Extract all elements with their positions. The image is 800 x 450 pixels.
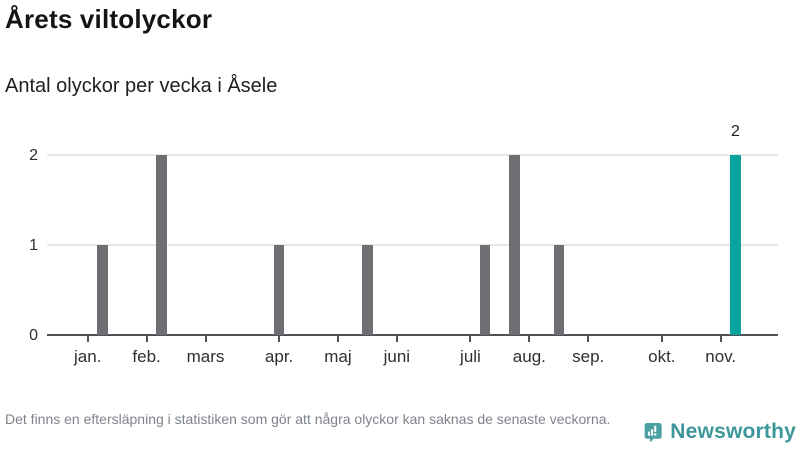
bar-week-15 [273, 245, 285, 335]
x-axis-tick [719, 336, 722, 342]
bar-current-week [730, 155, 741, 335]
x-axis-tick [86, 336, 89, 342]
bar-week-3 [97, 245, 108, 335]
brand-name: Newsworthy [670, 420, 796, 443]
gridline-y1 [47, 244, 778, 246]
bar-week-31 [509, 155, 520, 335]
x-axis-label-feb: feb. [132, 347, 161, 366]
weekly-bar-chart: 0 1 2 jan. feb. mars apr. maj juni juli aug. sep. ok… [29, 123, 778, 366]
x-axis-label-aug: aug. [512, 347, 546, 366]
x-axis-label-apr: apr. [264, 347, 294, 366]
chart-subtitle: Antal olyckor per vecka i Åsele [5, 75, 278, 97]
x-axis-tick [204, 336, 207, 342]
x-axis-line [47, 334, 778, 336]
page-title: Årets viltolyckor [5, 4, 213, 34]
bar-week-29 [479, 245, 491, 335]
y-axis-label: 2 [29, 147, 38, 164]
x-axis-tick [278, 336, 281, 342]
x-axis-tick [145, 336, 148, 342]
newsworthy-logo-icon [644, 422, 662, 442]
y-axis-label: 0 [29, 327, 38, 344]
bar-week-7 [156, 155, 167, 335]
x-axis-tick [660, 336, 663, 342]
bar-week-21 [362, 245, 373, 335]
x-axis-label-juni: juni [383, 347, 411, 366]
bar-value-label: 2 [730, 123, 740, 140]
brand-logo: Newsworthy [644, 416, 796, 448]
x-axis-tick [528, 336, 531, 342]
x-axis-label-juli: juli [460, 347, 481, 366]
x-axis-label-sep: sep. [572, 347, 605, 366]
x-axis-label-jan: jan. [74, 347, 102, 366]
footnote-text: Det finns en eftersläpning i statistiken… [5, 411, 611, 427]
x-axis-tick [395, 336, 398, 342]
x-axis-label-maj: maj [324, 347, 352, 366]
x-axis-label-okt: okt. [648, 347, 676, 366]
x-axis-tick [587, 336, 590, 342]
bar-week-34 [553, 245, 565, 335]
x-axis-label-nov: nov. [705, 347, 737, 366]
gridline-y2 [47, 154, 778, 156]
x-axis-tick [336, 336, 339, 342]
x-axis-label-mars: mars [186, 347, 225, 366]
x-axis-tick [469, 336, 472, 342]
y-axis-label: 1 [29, 237, 38, 254]
